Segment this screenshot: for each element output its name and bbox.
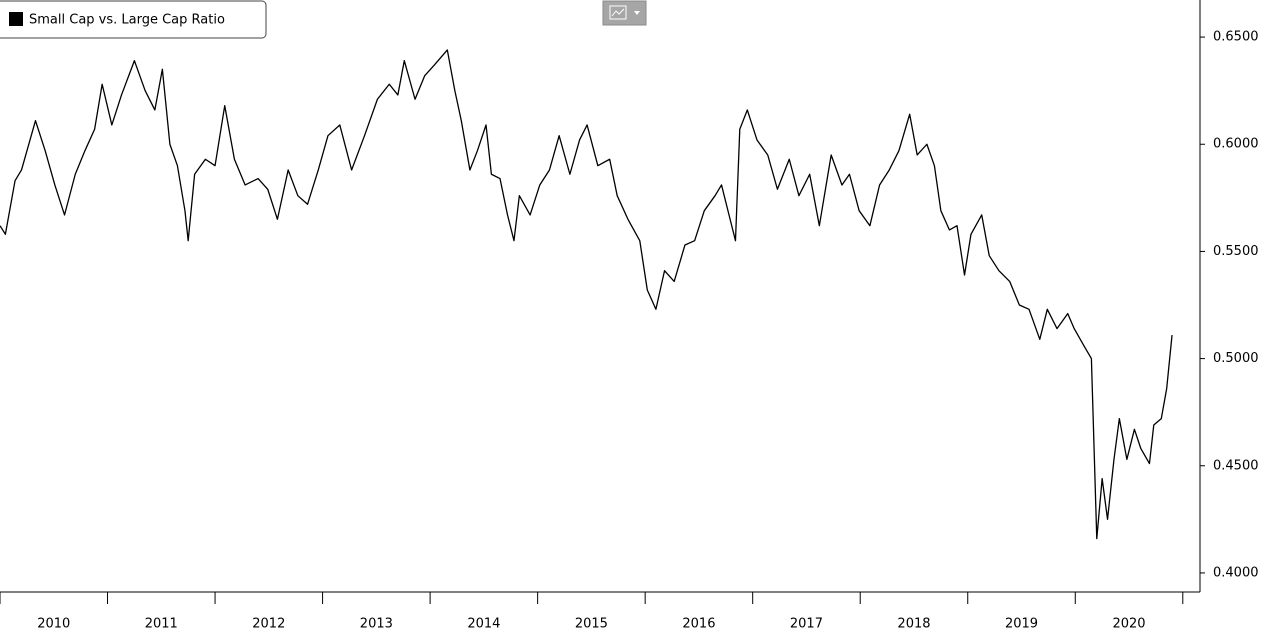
y-tick-label: 0.4500 (1213, 458, 1259, 473)
y-tick-label: 0.6000 (1213, 137, 1259, 152)
legend-label: Small Cap vs. Large Cap Ratio (29, 13, 225, 28)
y-tick-label: 0.5000 (1213, 351, 1259, 366)
x-tick-label: 2011 (145, 617, 178, 632)
y-tick-label: 0.4000 (1213, 565, 1259, 580)
x-tick-label: 2017 (790, 617, 823, 632)
toggle-icon-line (611, 8, 625, 17)
x-tick-label: 2013 (360, 617, 393, 632)
toggle-arrow (634, 11, 640, 15)
legend-swatch (9, 12, 23, 26)
x-tick-label: 2018 (897, 617, 930, 632)
x-tick-label: 2012 (252, 617, 285, 632)
toggle-icon (609, 5, 627, 20)
x-tick-label: 2016 (682, 617, 715, 632)
ratio-line (0, 49, 1173, 540)
x-tick-label: 2019 (1005, 617, 1038, 632)
x-tick-label: 2014 (467, 617, 500, 632)
legend-box (0, 0, 267, 39)
chart-toggle[interactable] (602, 0, 647, 26)
y-tick-label: 0.6500 (1213, 30, 1259, 45)
x-tick-label: 2010 (37, 617, 70, 632)
y-tick-label: 0.5500 (1213, 244, 1259, 259)
toggle-button[interactable] (602, 0, 647, 26)
x-tick-label: 2020 (1112, 617, 1145, 632)
legend: Small Cap vs. Large Cap Ratio (0, 0, 267, 39)
x-tick-label: 2015 (575, 617, 608, 632)
